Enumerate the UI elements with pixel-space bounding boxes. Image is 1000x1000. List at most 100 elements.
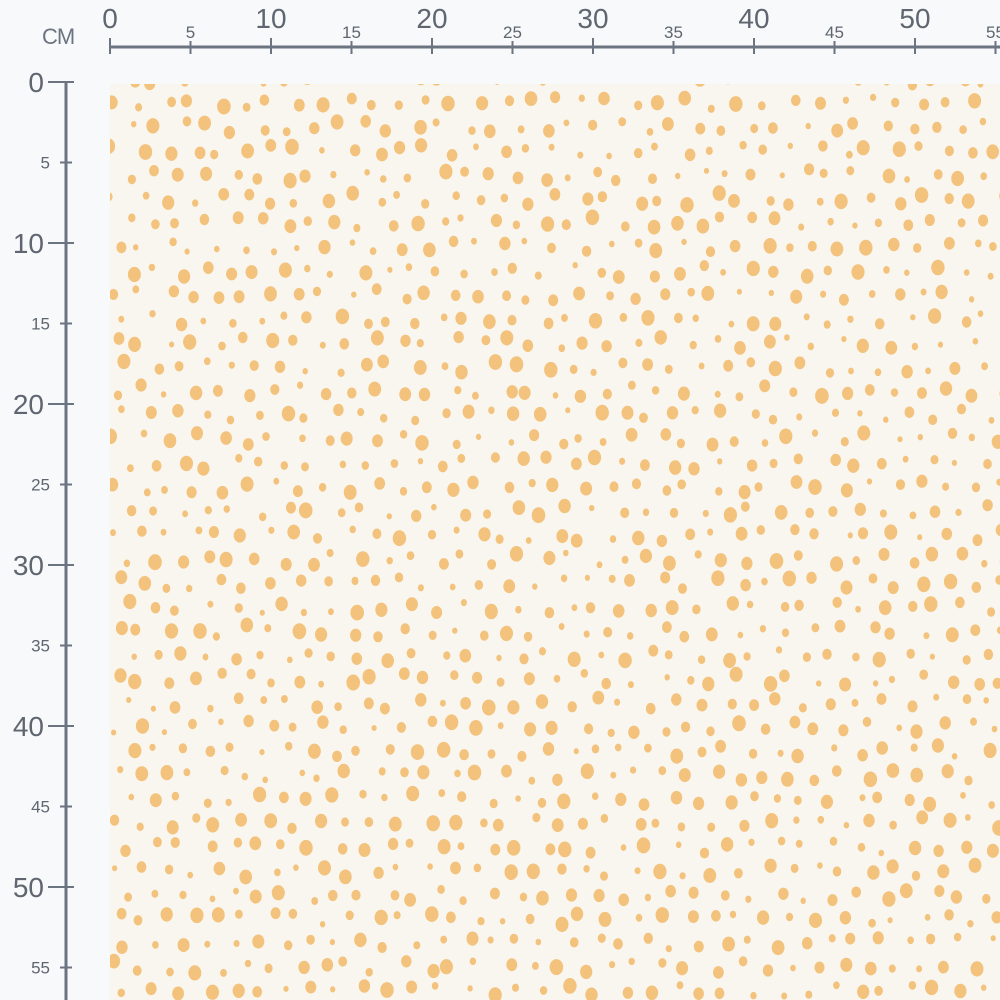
polka-dot [674, 267, 686, 281]
polka-dot [934, 885, 945, 897]
polka-dot [619, 457, 626, 465]
polka-dot [362, 668, 376, 685]
polka-dot [706, 437, 719, 452]
polka-dot [564, 174, 571, 182]
polka-dot [334, 702, 342, 712]
polka-dot [874, 985, 883, 996]
polka-dot [180, 455, 193, 472]
polka-dot [350, 604, 364, 621]
ruler-label: 0 [28, 67, 44, 98]
polka-dot [977, 310, 984, 317]
polka-dot [544, 607, 555, 619]
polka-dot [589, 505, 595, 512]
polka-dot [504, 864, 518, 880]
polka-dot [765, 813, 779, 829]
polka-dot [790, 964, 796, 972]
polka-dot [285, 138, 299, 155]
polka-dot [432, 118, 440, 127]
polka-dot [597, 933, 606, 943]
polka-dot [380, 413, 388, 423]
polka-dot [519, 892, 528, 902]
polka-dot [386, 557, 393, 565]
polka-dot [670, 790, 683, 805]
polka-dot [281, 695, 288, 703]
polka-dot [961, 840, 973, 854]
polka-dot [780, 601, 790, 612]
polka-dot [660, 571, 671, 584]
polka-dot [870, 93, 877, 101]
polka-dot [645, 603, 657, 618]
polka-dot [697, 655, 706, 664]
polka-dot [968, 433, 975, 442]
polka-dot [174, 646, 187, 661]
polka-dot [539, 986, 548, 995]
polka-dot [995, 575, 1000, 585]
polka-dot [662, 485, 672, 496]
polka-dot [186, 584, 193, 593]
polka-dot [818, 140, 828, 152]
polka-dot [540, 84, 546, 86]
polka-dot [372, 528, 382, 540]
polka-dot [648, 644, 659, 657]
polka-dot [798, 223, 805, 231]
polka-dot [299, 769, 306, 777]
polka-dot [473, 143, 479, 151]
polka-dot [319, 147, 325, 154]
polka-dot [851, 886, 861, 898]
polka-dot [705, 627, 718, 642]
polka-dot [968, 147, 978, 159]
polka-dot [638, 798, 650, 811]
polka-dot [387, 266, 393, 273]
polka-dot [462, 404, 475, 419]
polka-dot [167, 96, 176, 108]
polka-dot [466, 931, 479, 946]
polka-dot [293, 287, 305, 301]
polka-dot [120, 844, 131, 858]
polka-dot [911, 342, 919, 351]
polka-dot [311, 700, 323, 714]
polka-dot [764, 334, 776, 349]
polka-dot [138, 576, 152, 591]
polka-dot [328, 608, 334, 616]
polka-dot [390, 459, 399, 468]
polka-dot [571, 457, 582, 471]
polka-dot [793, 550, 803, 561]
polka-dot [532, 583, 538, 590]
polka-dot [297, 381, 304, 389]
polka-dot [779, 428, 793, 445]
polka-dot [287, 822, 297, 834]
polka-dot [618, 357, 628, 369]
polka-dot [760, 723, 771, 735]
polka-dot [523, 631, 533, 642]
polka-dot [390, 890, 400, 901]
polka-dot [563, 549, 569, 557]
polka-dot [781, 992, 788, 1000]
polka-dot [200, 166, 213, 181]
polka-dot [628, 957, 635, 966]
polka-dot [453, 331, 464, 344]
polka-dot [161, 729, 167, 736]
polka-dot [198, 115, 211, 131]
polka-dot [726, 596, 739, 611]
polka-dot [621, 555, 629, 564]
polka-dot [944, 909, 954, 921]
polka-dot [694, 550, 702, 559]
polka-dot [413, 360, 427, 375]
polka-dot [457, 842, 465, 851]
polka-dot [234, 169, 243, 180]
polka-dot [803, 313, 810, 321]
polka-dot [695, 84, 705, 87]
polka-dot [884, 627, 895, 640]
polka-dot [443, 651, 451, 660]
polka-dot [981, 559, 988, 568]
polka-dot [774, 505, 788, 520]
polka-dot [525, 913, 535, 925]
polka-dot [644, 743, 652, 753]
polka-dot [992, 820, 1000, 836]
polka-dot [260, 125, 270, 136]
polka-dot [583, 630, 590, 638]
polka-dot [941, 764, 954, 779]
polka-dot [664, 364, 673, 374]
polka-dot [787, 142, 793, 150]
polka-dot [943, 573, 958, 590]
